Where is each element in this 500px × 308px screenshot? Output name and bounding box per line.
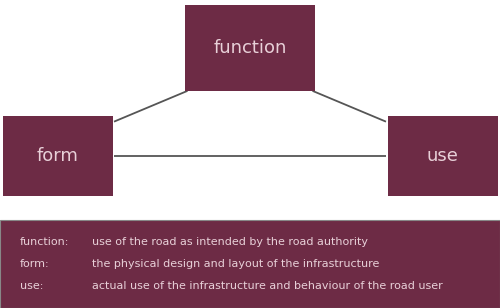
FancyBboxPatch shape [2,116,112,196]
FancyBboxPatch shape [388,116,498,196]
Text: use of the road as intended by the road authority: use of the road as intended by the road … [92,237,368,247]
Text: actual use of the infrastructure and behaviour of the road user: actual use of the infrastructure and beh… [92,281,444,291]
Text: the physical design and layout of the infrastructure: the physical design and layout of the in… [92,259,380,269]
Text: function:: function: [20,237,70,247]
Text: form: form [36,147,78,164]
FancyBboxPatch shape [0,220,500,308]
FancyBboxPatch shape [185,5,315,91]
Text: use:: use: [20,281,44,291]
Text: form:: form: [20,259,50,269]
Text: function: function [214,39,286,57]
Text: use: use [426,147,458,164]
